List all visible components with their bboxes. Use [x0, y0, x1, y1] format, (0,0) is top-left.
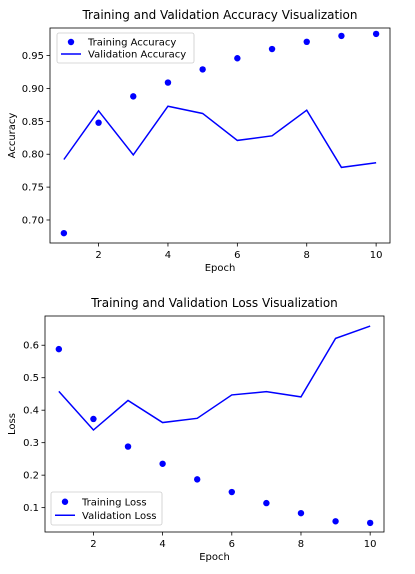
legend-label: Training Loss — [81, 497, 147, 508]
x-tick-label: 10 — [364, 539, 377, 550]
legend-label: Training Accuracy — [87, 38, 176, 49]
legend-label: Validation Accuracy — [88, 50, 186, 61]
x-tick-label: 4 — [159, 539, 165, 550]
data-point — [228, 488, 235, 496]
x-tick-label: 10 — [370, 250, 383, 261]
y-tick-label: 0.2 — [23, 471, 39, 482]
data-point — [297, 509, 305, 517]
data-point — [124, 443, 132, 450]
data-point — [95, 119, 102, 126]
data-point — [55, 345, 63, 353]
y-tick-label: 0.1 — [23, 503, 39, 514]
data-point — [164, 79, 172, 86]
data-point — [60, 229, 68, 237]
x-tick-label: 2 — [95, 250, 101, 261]
y-axis-label: Accuracy — [7, 113, 18, 159]
y-axis-label: Loss — [7, 413, 18, 435]
chart-title: Training and Validation Accuracy Visuali… — [81, 8, 357, 22]
y-tick-label: 0.5 — [23, 373, 39, 384]
data-point — [194, 476, 201, 483]
data-point — [372, 30, 380, 38]
data-point — [130, 93, 137, 100]
x-tick-label: 8 — [298, 539, 304, 550]
y-tick-label: 0.90 — [22, 84, 44, 95]
x-tick-label: 6 — [229, 539, 235, 550]
y-tick-label: 0.4 — [23, 406, 39, 417]
data-point — [234, 55, 241, 62]
y-tick-label: 0.3 — [23, 438, 39, 449]
y-tick-label: 0.75 — [22, 183, 44, 194]
chart-title: Training and Validation Loss Visualizati… — [90, 296, 338, 310]
legend-marker — [61, 498, 69, 505]
plot-frame — [49, 27, 391, 244]
data-point — [90, 415, 97, 423]
legend-label: Validation Loss — [82, 511, 157, 522]
data-point — [263, 499, 270, 507]
chart-1: Training and Validation Accuracy Visuali… — [7, 8, 391, 274]
chart-2: Training and Validation Loss Visualizati… — [7, 296, 385, 563]
y-tick-label: 0.85 — [22, 117, 44, 128]
x-axis-label: Epoch — [199, 552, 230, 563]
legend-marker — [67, 38, 75, 46]
x-tick-label: 8 — [304, 250, 310, 261]
x-tick-label: 6 — [234, 250, 240, 261]
y-tick-label: 0.6 — [23, 341, 39, 352]
y-tick-label: 0.70 — [22, 215, 44, 226]
plot-frame — [44, 315, 385, 533]
data-point — [366, 519, 374, 527]
x-tick-label: 2 — [90, 539, 96, 550]
series-line-2 — [58, 325, 371, 432]
y-tick-label: 0.95 — [22, 51, 44, 62]
y-tick-label: 0.80 — [22, 150, 44, 161]
x-tick-label: 4 — [165, 250, 171, 261]
series-line-2 — [63, 105, 377, 169]
data-point — [338, 32, 345, 40]
data-point — [332, 518, 339, 525]
data-point — [159, 460, 166, 467]
legend-box — [56, 32, 195, 64]
data-point — [303, 38, 310, 46]
data-point — [199, 66, 206, 73]
x-axis-label: Epoch — [205, 263, 236, 274]
data-point — [268, 45, 276, 53]
legend: Training Loss Validation Loss — [50, 491, 163, 526]
legend-box — [50, 491, 163, 526]
